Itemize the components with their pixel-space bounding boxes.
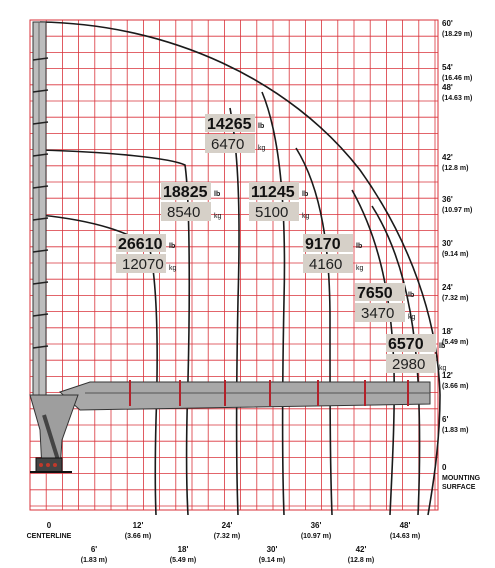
- capacity-lb-unit: lb: [258, 123, 264, 130]
- y-tick-sublabel: (3.66 m): [442, 383, 468, 390]
- x-tick-sublabel: (14.63 m): [390, 533, 420, 540]
- range-curve-outer: [39, 21, 441, 516]
- capacity-kg-value: 8540: [167, 204, 200, 221]
- x-tick-label: 24': [222, 521, 233, 530]
- x-tick-label: 6': [91, 545, 97, 554]
- y-tick-label: 54': [442, 63, 453, 72]
- capacity-lb-value: 7650: [357, 285, 393, 302]
- x-tick-sublabel: (1.83 m): [81, 557, 107, 564]
- capacity-label: 9170 lb 4160 kg: [303, 234, 364, 273]
- x-tick-sublabel: (10.97 m): [301, 533, 331, 540]
- x-tick-sublabel: (5.49 m): [170, 557, 196, 564]
- x-tick-sublabel: (7.32 m): [214, 533, 240, 540]
- capacity-label: 26610 lb 12070 kg: [116, 234, 177, 273]
- x-tick-sublabel: CENTERLINE: [27, 533, 72, 540]
- x-tick-label: 42': [356, 545, 367, 554]
- x-tick-label: 48': [400, 521, 411, 530]
- capacity-label: 14265 lb 6470 kg: [205, 114, 266, 153]
- capacity-kg-value: 5100: [255, 204, 288, 221]
- range-curve-18825: [39, 149, 191, 516]
- capacity-lb-unit: lb: [169, 243, 175, 250]
- y-tick-label: 12': [442, 371, 453, 380]
- range-curve-14265: [229, 107, 240, 516]
- y-tick-label: 18': [442, 327, 453, 336]
- capacity-lb-value: 26610: [118, 236, 163, 253]
- y-tick-sublabel: (18.29 m): [442, 31, 472, 38]
- grid-border: [29, 19, 439, 511]
- range-curve-11245: [261, 91, 286, 516]
- y-tick-label: 30': [442, 239, 453, 248]
- capacity-lb-value: 6570: [388, 336, 424, 353]
- capacity-lb-value: 18825: [163, 184, 208, 201]
- y-tick-sublabel: (14.63 m): [442, 95, 472, 102]
- capacity-lb-unit: lb: [408, 292, 414, 299]
- capacity-lb-unit: lb: [439, 343, 445, 350]
- y-tick-label: 42': [442, 153, 453, 162]
- grid: [29, 19, 439, 511]
- y-tick-sublabel: (1.83 m): [442, 427, 468, 434]
- x-tick-label: 36': [311, 521, 322, 530]
- y-tick-sublabel: (12.8 m): [442, 165, 468, 172]
- jib: [59, 381, 431, 411]
- y-tick-sublabel: (16.46 m): [442, 75, 472, 82]
- capacity-lb-value: 11245: [251, 184, 295, 201]
- y-tick-sublabel: MOUNTING: [442, 475, 481, 482]
- y-tick-sublabel: (9.14 m): [442, 251, 468, 258]
- crane-illustration: [29, 21, 431, 473]
- capacity-lb-unit: lb: [302, 191, 308, 198]
- capacity-kg-unit: kg: [169, 265, 177, 272]
- y-tick-label: 36': [442, 195, 453, 204]
- y-tick-sublabel: (7.32 m): [442, 295, 468, 302]
- capacity-lb-unit: lb: [356, 243, 362, 250]
- capacity-kg-unit: kg: [356, 265, 364, 272]
- y-tick-label: 24': [442, 283, 453, 292]
- x-tick-sublabel: (9.14 m): [259, 557, 285, 564]
- capacity-lb-value: 14265: [207, 116, 252, 133]
- capacity-kg-unit: kg: [258, 145, 266, 152]
- capacity-kg-unit: kg: [302, 213, 310, 220]
- capacity-label: 11245 lb 5100 kg: [249, 182, 310, 221]
- capacity-kg-value: 6470: [211, 136, 244, 153]
- x-tick-sublabel: (3.66 m): [125, 533, 151, 540]
- capacity-kg-unit: kg: [408, 314, 416, 321]
- capacity-kg-unit: kg: [439, 365, 447, 372]
- capacity-kg-unit: kg: [214, 213, 222, 220]
- range-curve-26610: [39, 214, 158, 516]
- y-tick-label: 0: [442, 463, 447, 472]
- y-tick-label: 48': [442, 83, 453, 92]
- x-tick-label: 18': [178, 545, 189, 554]
- x-axis-labels: 0 CENTERLINE 12' (3.66 m) 24' (7.32 m) 36' (10.…: [27, 521, 421, 564]
- x-tick-label: 30': [267, 545, 278, 554]
- capacity-kg-value: 12070: [122, 256, 164, 273]
- boom-cylinder: [42, 414, 60, 461]
- y-axis-labels: 60' (18.29 m) 54' (16.46 m)48' (14.63 m) 42' (…: [442, 19, 481, 491]
- capacity-kg-value: 4160: [309, 256, 342, 273]
- y-tick-label: 60': [442, 19, 453, 28]
- x-tick-label: 0: [47, 521, 52, 530]
- capacity-lb-unit: lb: [214, 191, 220, 198]
- x-tick-sublabel: (12.8 m): [348, 557, 374, 564]
- y-tick-sublabel: (10.97 m): [442, 207, 472, 214]
- capacity-kg-value: 3470: [361, 305, 394, 322]
- y-tick-sublabel: SURFACE: [442, 484, 476, 491]
- x-tick-label: 12': [133, 521, 144, 530]
- capacity-kg-value: 2980: [392, 356, 425, 373]
- capacity-label: 6570 lb 2980 kg: [386, 334, 447, 373]
- capacity-lb-value: 9170: [305, 236, 341, 253]
- range-curve-9170: [295, 147, 333, 516]
- capacity-label: 7650 lb 3470 kg: [355, 283, 416, 322]
- range-curve-6570: [371, 205, 421, 516]
- capacity-label: 18825 lb 8540 kg: [161, 182, 222, 221]
- y-tick-label: 6': [442, 415, 448, 424]
- y-tick-sublabel: (5.49 m): [442, 339, 468, 346]
